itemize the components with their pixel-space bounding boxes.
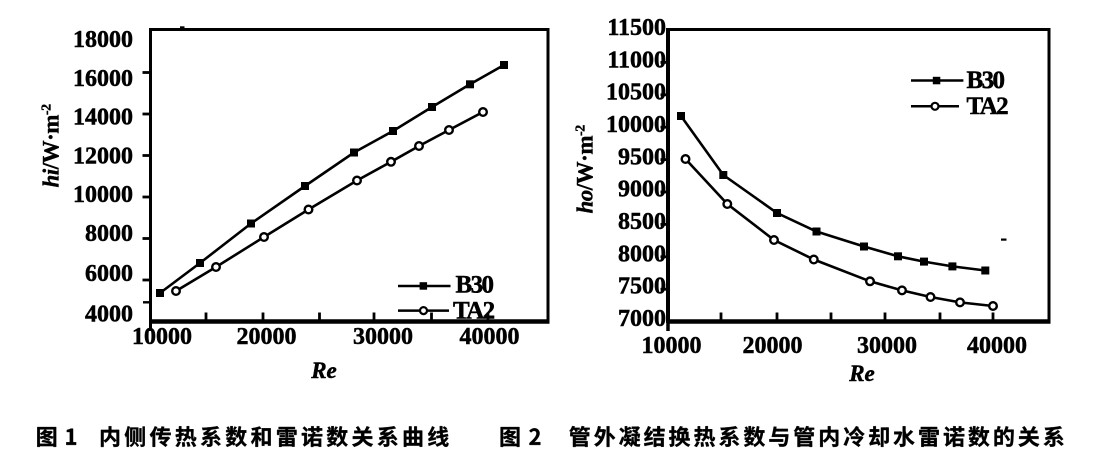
- svg-text:11500: 11500: [607, 15, 666, 41]
- svg-text:6000: 6000: [85, 261, 133, 287]
- svg-text:8000: 8000: [618, 241, 666, 267]
- svg-text:9500: 9500: [618, 144, 666, 170]
- svg-text:14000: 14000: [73, 105, 133, 131]
- svg-text:10000: 10000: [606, 112, 666, 138]
- svg-text:TA2: TA2: [453, 298, 495, 325]
- svg-text:7000: 7000: [618, 306, 666, 332]
- svg-text:Re: Re: [848, 361, 875, 386]
- svg-text:16000: 16000: [73, 66, 133, 92]
- svg-text:9000: 9000: [618, 177, 666, 203]
- svg-text:40000: 40000: [967, 333, 1027, 359]
- svg-text:Re: Re: [310, 358, 337, 383]
- svg-text:12000: 12000: [73, 144, 133, 170]
- svg-text:B30: B30: [456, 272, 494, 299]
- svg-text:4000: 4000: [85, 302, 133, 328]
- svg-text:ho/W·m-2: ho/W·m-2: [573, 125, 598, 214]
- svg-text:B30: B30: [967, 67, 1005, 94]
- svg-text:20000: 20000: [743, 333, 803, 359]
- svg-text:8500: 8500: [618, 209, 666, 235]
- svg-text:hi/W·m-2: hi/W·m-2: [39, 104, 64, 188]
- svg-text:18000: 18000: [73, 27, 133, 53]
- svg-text:TA2: TA2: [967, 93, 1009, 120]
- svg-text:10000: 10000: [73, 182, 133, 208]
- svg-text:10500: 10500: [606, 80, 666, 106]
- svg-text:30000: 30000: [857, 333, 917, 359]
- svg-text:10000: 10000: [642, 333, 702, 359]
- svg-text:10000: 10000: [132, 324, 192, 350]
- svg-text:8000: 8000: [85, 221, 133, 247]
- svg-text:7500: 7500: [618, 274, 666, 300]
- svg-text:30000: 30000: [353, 324, 413, 350]
- svg-text:20000: 20000: [237, 324, 297, 350]
- svg-text:11000: 11000: [607, 47, 666, 73]
- svg-text:40000: 40000: [460, 324, 520, 350]
